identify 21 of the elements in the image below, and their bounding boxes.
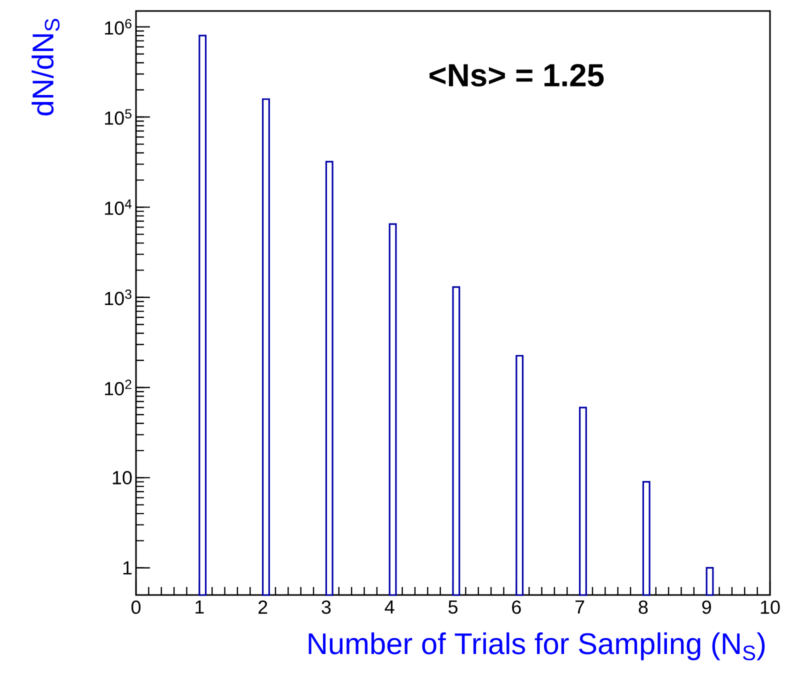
y-axis-title: dN/dN$_{S}$ xyxy=(32,18,60,116)
x-tick-label: 2 xyxy=(258,600,268,614)
x-tick-label: 8 xyxy=(638,600,648,614)
x-axis-title: Number of Trials for Sampling (N$_{S}$) xyxy=(308,632,765,660)
x-tick-label: 10 xyxy=(760,600,780,614)
annotation: <Ns> = 1.25 xyxy=(430,64,604,87)
x-tick-label: 9 xyxy=(702,600,711,614)
x-tick-label: 4 xyxy=(384,600,394,614)
x-tick-label: 6 xyxy=(512,600,521,614)
y-tick-label: 10$^{3}$ xyxy=(105,290,132,306)
x-tick-label: 0 xyxy=(131,600,141,614)
y-tick-label: 10$^{6}$ xyxy=(105,19,132,35)
x-tick-label: 1 xyxy=(196,600,204,614)
x-tick-label: 3 xyxy=(322,600,331,614)
y-tick-label: 10$^{5}$ xyxy=(105,109,132,125)
y-tick-label: 10$^{2}$ xyxy=(105,380,132,396)
y-tick-label: 10$^{4}$ xyxy=(105,199,132,215)
x-tick-label: 5 xyxy=(448,600,458,614)
y-tick-label: 1 xyxy=(123,561,132,574)
x-tick-label: 7 xyxy=(576,600,584,614)
y-tick-label: 10 xyxy=(112,470,132,484)
